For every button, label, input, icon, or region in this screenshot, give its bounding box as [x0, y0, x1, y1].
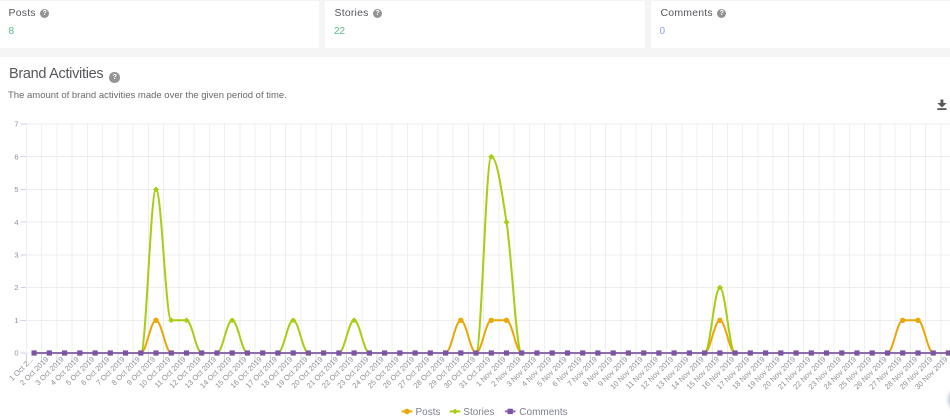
svg-text:Comments: Comments: [519, 407, 567, 418]
svg-text:4: 4: [14, 218, 18, 227]
svg-text:1: 1: [14, 316, 18, 325]
svg-text:Posts: Posts: [416, 407, 441, 418]
svg-text:5: 5: [14, 185, 18, 194]
svg-text:0: 0: [14, 349, 18, 358]
svg-text:Stories: Stories: [463, 407, 494, 418]
svg-text:6: 6: [14, 152, 18, 161]
svg-text:3: 3: [14, 251, 18, 260]
svg-text:7: 7: [14, 120, 18, 129]
svg-text:2: 2: [14, 283, 18, 292]
